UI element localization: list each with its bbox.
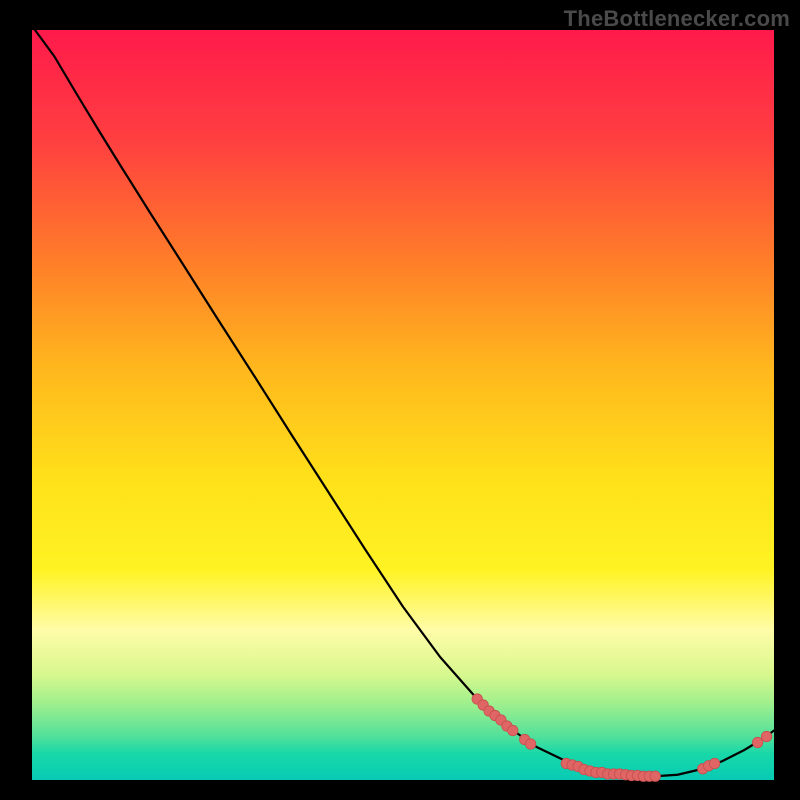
data-marker (752, 737, 762, 747)
watermark-label: TheBottlenecker.com (564, 6, 790, 32)
chart-frame: TheBottlenecker.com (0, 0, 800, 800)
data-marker (508, 725, 518, 735)
data-marker (709, 758, 719, 768)
bottleneck-chart (0, 0, 800, 800)
plot-background (32, 30, 774, 780)
data-marker (761, 731, 771, 741)
data-marker (525, 739, 535, 749)
data-marker (650, 771, 660, 781)
